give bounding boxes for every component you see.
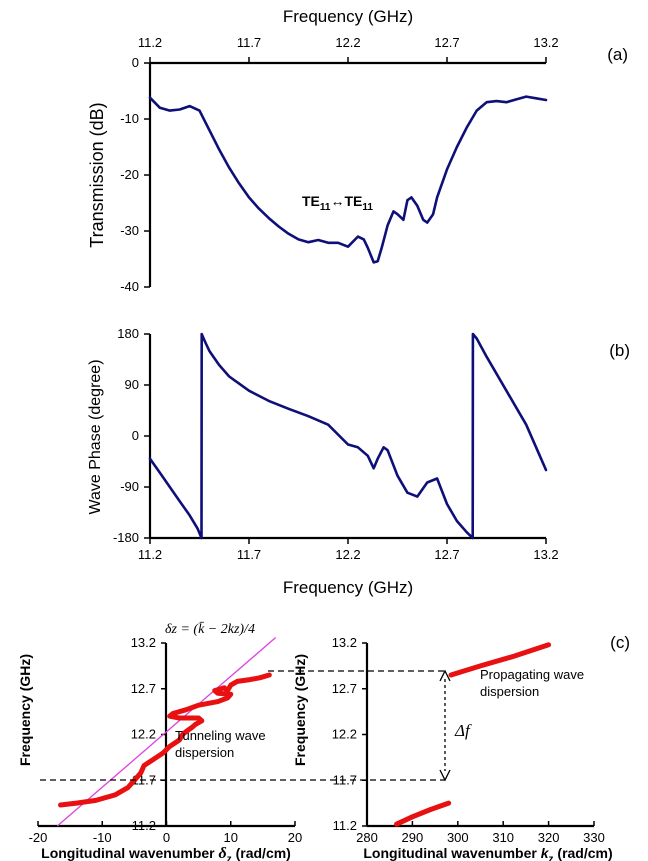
x-tick-label: 320: [538, 830, 560, 845]
x-tick-label: 12.2: [335, 35, 360, 50]
y-tick-label: -90: [120, 479, 139, 494]
x-axis-ticks: 11.2 11.7 12.2 12.7 13.2: [138, 538, 559, 562]
x-tick-label: 12.2: [335, 547, 360, 562]
panel-label-b: (b): [609, 341, 630, 360]
x-tick-label: 280: [356, 830, 378, 845]
panel-label-a: (a): [607, 45, 628, 64]
y-tick-label: 12.2: [131, 727, 156, 742]
transmission-chart: Frequency (GHz) 11.2 11.7 12.2 12.7 13.2 0 -1…: [87, 7, 628, 294]
x-tick-label: 20: [288, 830, 302, 845]
y-axis-ticks: 180 90 0 -90 -180: [113, 326, 150, 545]
x-tick-label: 12.7: [434, 35, 459, 50]
x-tick-label: 330: [583, 830, 605, 845]
y-tick-label: -40: [120, 279, 139, 294]
y-tick-label: 90: [125, 377, 139, 392]
phase-chart: 180 90 0 -90 -180 11.2 11.7 12.2 12.7 13.2 Wave …: [87, 326, 630, 597]
y-axis-ticks: 11.2 11.7 12.2 12.7 13.2: [332, 635, 367, 833]
x-tick-label: 11.2: [138, 35, 162, 50]
x-tick-label: -10: [93, 830, 112, 845]
note-line-1: Tunneling wave: [175, 728, 266, 743]
equation-label: δz = (k̄ − 2kz)/4: [165, 621, 255, 637]
dispersion-segment-1: [394, 800, 452, 827]
tunneling-dispersion-curve: [58, 672, 272, 808]
y-tick-label: -20: [120, 167, 139, 182]
x-tick-label: 11.7: [237, 35, 261, 50]
gap-arrow-head-up: [439, 669, 451, 682]
y-axis-title: Frequency (GHz): [292, 654, 308, 766]
note-line-2: dispersion: [175, 745, 234, 760]
propagating-dispersion-chart: 280 290 300 310 320 330 11.211.712.212.713.2 …: [292, 633, 630, 861]
x-axis-title: Frequency (GHz): [283, 578, 413, 597]
x-tick-label: 0: [163, 830, 170, 845]
y-tick-label: 0: [132, 55, 139, 70]
x-tick-label: 11.7: [237, 547, 261, 562]
x-tick-label: 290: [402, 830, 424, 845]
y-axis-title: Wave Phase (degree): [87, 359, 104, 514]
y-axis-ticks: 0 -10 -20 -30 -40: [120, 55, 150, 294]
y-tick-label: 0: [132, 428, 139, 443]
y-tick-label: 11.2: [132, 818, 156, 833]
y-tick-label: 13.2: [131, 635, 156, 650]
mode-annotation: TE11↔TE11: [302, 193, 373, 213]
y-tick-label: 12.7: [332, 681, 357, 696]
x-tick-label: 10: [224, 830, 238, 845]
dispersion-segment-2: [448, 642, 552, 678]
x-axis-ticks: -20 -10 0 10 20: [29, 821, 302, 845]
x-tick-label: 12.7: [434, 547, 459, 562]
y-tick-label: -10: [120, 111, 139, 126]
y-tick-label: 13.2: [332, 635, 357, 650]
y-tick-label: -30: [120, 223, 139, 238]
y-tick-label: 11.2: [333, 818, 357, 833]
y-tick-label: -180: [113, 530, 139, 545]
tunneling-dispersion-chart: -20 -10 0 10 20 11.2 11.7 12.2 12.7 13.2 Frequen…: [17, 621, 445, 861]
fit-line: [56, 637, 277, 827]
y-tick-label: 11.7: [333, 772, 357, 787]
top-x-axis-title: Frequency (GHz): [283, 7, 413, 26]
gap-label: Δf: [454, 721, 472, 740]
x-axis-title: Longitudinal wavenumber δz (rad/cm): [41, 845, 291, 861]
y-tick-label: 12.7: [131, 681, 156, 696]
gap-arrow-head-down: [439, 769, 451, 782]
y-axis-title: Frequency (GHz): [17, 654, 33, 766]
transmission-line: [148, 95, 548, 264]
y-axis-ticks: 11.211.712.212.713.2: [131, 635, 166, 833]
x-axis-title: Longitudinal wavenumber kz (rad/cm): [363, 845, 612, 861]
x-tick-label: 310: [492, 830, 514, 845]
y-axis-title: Transmission (dB): [87, 102, 107, 247]
note-line-2: dispersion: [480, 684, 539, 699]
x-tick-label: 11.2: [138, 547, 162, 562]
x-tick-label: 300: [447, 830, 469, 845]
y-tick-label: 180: [117, 326, 139, 341]
phase-line: [148, 332, 548, 540]
x-tick-label: 13.2: [533, 35, 558, 50]
propagating-dispersion-curves: [394, 642, 552, 827]
note-line-1: Propagating wave: [480, 667, 584, 682]
panel-label-c: (c): [610, 633, 630, 652]
y-tick-label: 12.2: [332, 727, 357, 742]
x-axis-ticks: 280 290 300 310 320 330: [356, 821, 605, 845]
x-tick-label: -20: [29, 830, 48, 845]
x-tick-label: 13.2: [533, 547, 558, 562]
top-x-axis-ticks: 11.2 11.7 12.2 12.7 13.2: [138, 35, 559, 63]
